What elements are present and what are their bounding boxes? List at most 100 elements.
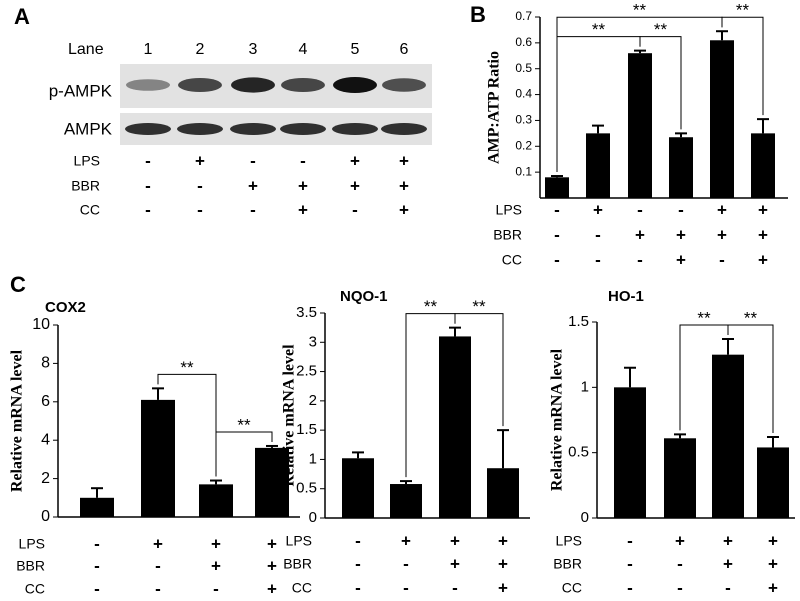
treatment-sign: - [250,151,256,170]
y-tick-label: 0 [309,509,317,526]
blot-band [332,123,378,135]
treatment-sign: + [676,225,686,244]
blot-band [177,123,223,135]
y-tick-label: 0.2 [515,138,532,152]
y-tick-label: 0.4 [515,87,532,101]
y-axis-label: AMP:ATP Ratio [486,51,503,164]
panel-label: C [10,272,26,297]
treatment-sign: + [211,534,221,553]
lane-number: 6 [400,41,409,58]
blot-band [230,123,276,135]
significance-bracket [727,324,774,433]
y-tick-label: 1 [309,450,317,467]
treatment-label: CC [562,580,582,596]
bar [439,336,471,518]
treatment-sign: + [399,176,409,195]
significance-label: ** [744,308,758,327]
treatment-sign: - [145,176,151,195]
treatment-sign: - [452,578,458,597]
significance-bracket [454,313,504,427]
treatment-sign: + [399,200,409,219]
bar [664,438,696,518]
treatment-sign: - [595,225,601,244]
bar [342,458,374,518]
treatment-sign: - [94,579,100,598]
blot-row-label: p-AMPK [49,81,113,100]
treatment-sign: + [498,531,508,550]
treatment-sign: + [768,531,778,550]
significance-bracket [157,373,217,477]
treatment-sign: - [213,579,219,598]
blot-band [381,123,427,135]
treatment-sign: - [595,250,601,269]
bar [390,484,422,518]
treatment-sign: + [717,225,727,244]
treatment-label: BBR [553,556,582,572]
treatment-sign: + [675,531,685,550]
treatment-sign: + [153,534,163,553]
treatment-sign: - [627,578,633,597]
treatment-sign: + [350,176,360,195]
treatment-sign: - [627,554,633,573]
lane-number: 1 [144,41,153,58]
bar [586,133,610,198]
treatment-sign: - [403,554,409,573]
treatment-sign: + [248,176,258,195]
bar [751,133,775,198]
bar [669,137,693,198]
treatment-sign: - [554,225,560,244]
treatment-label: LPS [556,533,582,549]
significance-bracket [215,431,273,477]
y-axis-label: Relative mRNA level [281,344,298,487]
treatment-sign: - [725,578,731,597]
bar [487,468,519,518]
treatment-label: CC [80,202,100,218]
y-tick-label: 0.6 [515,35,532,49]
treatment-label: LPS [286,533,312,549]
y-tick-label: 0.5 [568,444,589,461]
treatment-sign: - [554,200,560,219]
bar [710,40,734,199]
treatment-sign: + [498,554,508,573]
treatment-sign: - [678,200,684,219]
y-tick-label: 1.5 [568,313,589,330]
y-tick-label: 0.1 [515,164,532,178]
treatment-sign: + [768,554,778,573]
y-tick-label: 1.5 [296,421,317,438]
y-tick-label: 0.5 [515,61,532,75]
y-tick-label: 0.7 [515,9,532,23]
bar [80,497,114,517]
treatment-sign: + [298,176,308,195]
treatment-sign: - [355,531,361,550]
treatment-sign: - [300,151,306,170]
y-tick-label: 2 [309,392,317,409]
treatment-sign: + [267,534,277,553]
treatment-sign: + [758,200,768,219]
treatment-label: BBR [493,227,522,243]
treatment-label: BBR [71,178,100,194]
y-tick-label: 2 [41,470,50,487]
treatment-label: LPS [74,153,100,169]
treatment-sign: - [197,176,203,195]
treatment-label: BBR [283,556,312,572]
lane-number: 4 [299,41,308,58]
bar [712,354,744,518]
treatment-sign: - [719,250,725,269]
treatment-sign: - [677,554,683,573]
significance-label: ** [592,20,606,39]
significance-bracket [556,16,723,173]
significance-label: ** [654,20,668,39]
treatment-sign: + [758,250,768,269]
y-axis-label: Relative mRNA level [549,348,566,491]
treatment-sign: - [355,578,361,597]
treatment-sign: + [723,531,733,550]
significance-label: ** [180,358,194,377]
chart-title: NQO-1 [340,288,388,305]
treatment-sign: + [450,531,460,550]
blot-band [125,123,171,135]
treatment-sign: + [768,578,778,597]
chart-title: HO-1 [608,288,644,305]
significance-label: ** [472,297,486,316]
y-tick-label: 0 [41,508,50,525]
